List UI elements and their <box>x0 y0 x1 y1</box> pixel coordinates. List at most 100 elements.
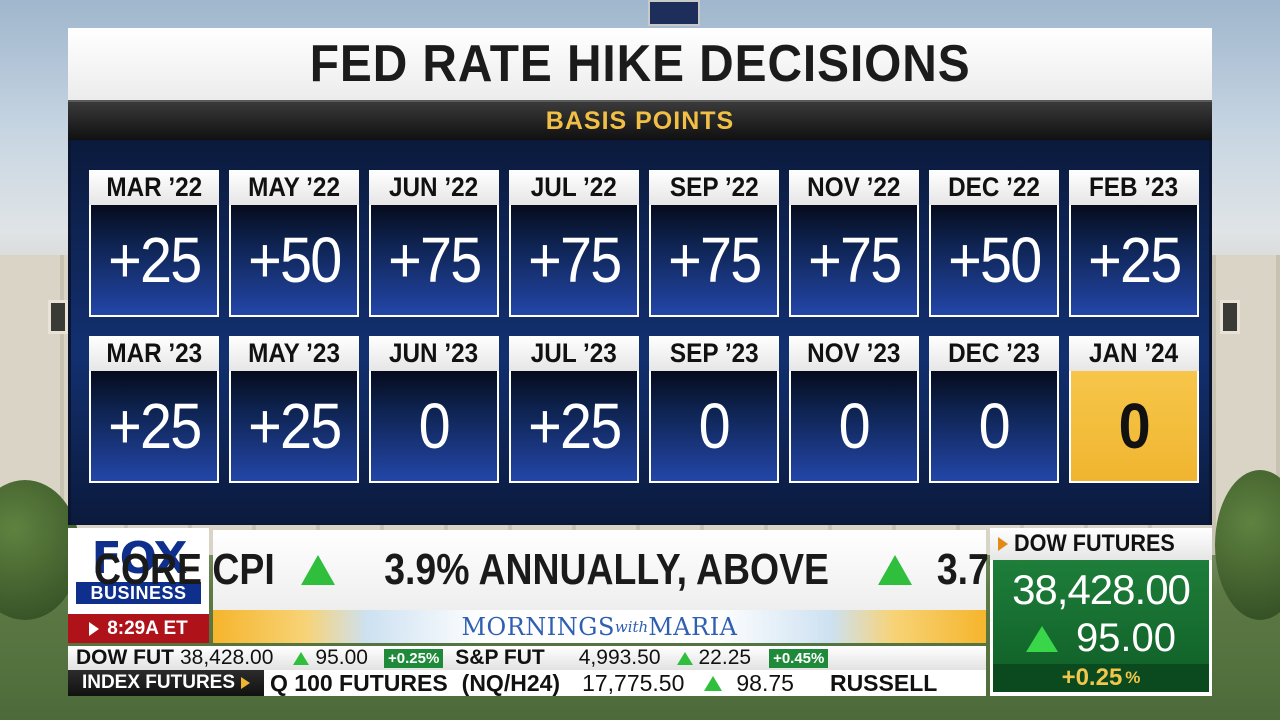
dow-futures-header: DOW FUTURES <box>990 528 1212 560</box>
background-window <box>48 300 68 334</box>
decision-value-text: +75 <box>527 224 622 296</box>
headline-banner: CORE CPI 3.9% ANNUALLY, ABOVE 3.7% EST <box>94 530 1106 610</box>
graphic-subtitle: BASIS POINTS <box>545 106 735 135</box>
background-window <box>1220 300 1240 334</box>
decision-date-label: NOV ’23 <box>789 336 919 371</box>
graphic-title-bar: FED RATE HIKE DECISIONS <box>68 28 1212 100</box>
decision-cell: MAY ’23 +25 <box>229 336 359 483</box>
crawl-label-text: INDEX FUTURES <box>81 672 236 693</box>
ticker-percent-badge: +0.25% <box>383 648 444 668</box>
dow-futures-percent: +0.25% <box>993 664 1209 692</box>
decision-value-text: 0 <box>418 390 451 462</box>
decision-cell: JAN ’24 0 <box>1069 336 1199 483</box>
decision-value-text: +75 <box>667 224 762 296</box>
decision-date-text: DEC ’22 <box>948 172 1040 202</box>
decision-date-label: JUN ’22 <box>369 170 499 205</box>
decision-cell: MAR ’22 +25 <box>89 170 219 317</box>
crawl-label: INDEX FUTURES <box>68 670 264 696</box>
decision-date-label: MAY ’23 <box>229 336 359 371</box>
fox-logo-text: FOX <box>91 532 188 584</box>
rate-hike-graphic: FED RATE HIKE DECISIONS BASIS POINTS MAR… <box>68 28 1212 525</box>
decision-cell: SEP ’23 0 <box>649 336 779 483</box>
decision-date-text: DEC ’23 <box>948 338 1040 368</box>
decision-date-label: SEP ’22 <box>649 170 779 205</box>
decision-date-label: NOV ’22 <box>789 170 919 205</box>
decision-date-label: JAN ’24 <box>1069 336 1199 371</box>
dow-futures-body: 38,428.00 95.00 +0.25% <box>993 560 1209 692</box>
decision-cell: NOV ’23 0 <box>789 336 919 483</box>
percent-sign: % <box>1125 668 1141 687</box>
decision-value-text: +50 <box>947 224 1042 296</box>
up-arrow-icon <box>704 675 723 691</box>
decision-cell: JUL ’22 +75 <box>509 170 639 317</box>
decision-date-text: SEP ’23 <box>669 338 759 368</box>
decision-value-text: +75 <box>807 224 902 296</box>
decision-date-text: MAY ’23 <box>248 338 340 368</box>
dow-futures-change: 95.00 <box>1075 616 1177 660</box>
decision-value-text: +25 <box>247 390 342 462</box>
decision-cell: JUL ’23 +25 <box>509 336 639 483</box>
decision-value: +25 <box>89 205 219 317</box>
decision-date-text: JUL ’22 <box>530 172 618 202</box>
decision-date-label: JUL ’23 <box>509 336 639 371</box>
decision-date-text: MAR ’22 <box>106 172 202 202</box>
ticker-label: S&P FUT <box>455 646 545 669</box>
decision-date-text: JAN ’24 <box>1089 338 1179 368</box>
decision-value-text: +25 <box>1087 224 1182 296</box>
up-arrow-icon <box>1025 625 1058 652</box>
decision-value: 0 <box>649 371 779 483</box>
up-arrow-icon <box>878 555 913 585</box>
decision-date-text: JUN ’22 <box>389 172 479 202</box>
crawl-name: Q 100 FUTURES <box>270 670 448 696</box>
network-logo: FOX BUSINESS 8:29A ET <box>68 528 209 643</box>
decision-date-text: JUN ’23 <box>389 338 479 368</box>
market-ticker: DOW FUT 38,428.00 95.00 +0.25% S&P FUT 4… <box>68 646 986 670</box>
crawl-change: 98.75 <box>736 670 794 696</box>
decision-value: 0 <box>929 371 1059 483</box>
decision-date-label: MAR ’22 <box>89 170 219 205</box>
headline-part2: 3.9% ANNUALLY, ABOVE <box>384 545 830 594</box>
decision-date-text: FEB ’23 <box>1089 172 1179 202</box>
decision-date-label: JUN ’23 <box>369 336 499 371</box>
decision-cell: FEB ’23 +25 <box>1069 170 1199 317</box>
decision-value-highlighted: 0 <box>1069 371 1199 483</box>
show-name-with: with <box>614 617 649 636</box>
decision-cell: JUN ’23 0 <box>369 336 499 483</box>
headline-part1: CORE CPI <box>94 545 276 594</box>
decision-value: +25 <box>229 371 359 483</box>
dow-futures-change-row: 95.00 <box>993 616 1209 661</box>
decision-date-label: DEC ’23 <box>929 336 1059 371</box>
up-arrow-icon <box>293 651 310 665</box>
background-flag <box>648 0 700 26</box>
decision-value: +50 <box>229 205 359 317</box>
up-arrow-icon <box>301 555 336 585</box>
decision-value-text: 0 <box>698 390 731 462</box>
decision-date-label: MAR ’23 <box>89 336 219 371</box>
play-icon <box>998 537 1008 551</box>
graphic-title: FED RATE HIKE DECISIONS <box>309 35 971 93</box>
decision-value-text: +25 <box>527 390 622 462</box>
decision-row-2023: MAR ’23 +25 MAY ’23 +25 JUN ’23 0 JUL ’23 +25 SE… <box>89 336 1199 483</box>
background-tree <box>1215 470 1280 620</box>
show-name-part2: MARIA <box>648 612 738 641</box>
decision-value-text: +25 <box>107 390 202 462</box>
ticker-change: 22.25 <box>698 646 752 669</box>
ticker-change: 95.00 <box>315 646 368 669</box>
crawl-symbol: (NQ/H24) <box>461 670 561 696</box>
ticker-value: 38,428.00 <box>179 646 274 669</box>
decision-cell: MAY ’22 +50 <box>229 170 359 317</box>
ticker-label: DOW FUT <box>76 646 174 669</box>
decision-value: +75 <box>509 205 639 317</box>
decision-value: +50 <box>929 205 1059 317</box>
decision-date-text: NOV ’22 <box>807 172 901 202</box>
business-logo-text: BUSINESS <box>76 582 201 604</box>
decision-value: 0 <box>789 371 919 483</box>
decision-date-label: DEC ’22 <box>929 170 1059 205</box>
decision-date-label: SEP ’23 <box>649 336 779 371</box>
decision-value: +75 <box>789 205 919 317</box>
ticker-value: 4,993.50 <box>578 646 661 669</box>
decision-row-2022: MAR ’22 +25 MAY ’22 +50 JUN ’22 +75 JUL ’22 +75… <box>89 170 1199 317</box>
show-name-part1: MORNINGS <box>461 612 615 641</box>
decision-date-text: NOV ’23 <box>807 338 901 368</box>
play-icon <box>89 621 100 636</box>
